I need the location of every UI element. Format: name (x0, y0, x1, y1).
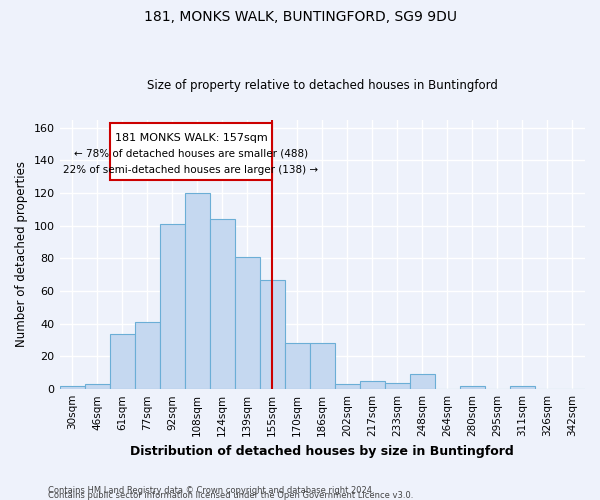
X-axis label: Distribution of detached houses by size in Buntingford: Distribution of detached houses by size … (130, 444, 514, 458)
Title: Size of property relative to detached houses in Buntingford: Size of property relative to detached ho… (147, 79, 498, 92)
Bar (385, 382, 410, 389)
Bar (160, 224, 185, 389)
Bar (285, 344, 310, 389)
Bar (460, 386, 485, 389)
FancyBboxPatch shape (110, 123, 272, 180)
Bar (134, 322, 160, 389)
Bar (310, 344, 335, 389)
Text: 181 MONKS WALK: 157sqm: 181 MONKS WALK: 157sqm (115, 132, 267, 142)
Text: Contains HM Land Registry data © Crown copyright and database right 2024.: Contains HM Land Registry data © Crown c… (48, 486, 374, 495)
Bar (335, 384, 360, 389)
Bar (110, 334, 134, 389)
Text: 181, MONKS WALK, BUNTINGFORD, SG9 9DU: 181, MONKS WALK, BUNTINGFORD, SG9 9DU (143, 10, 457, 24)
Y-axis label: Number of detached properties: Number of detached properties (15, 162, 28, 348)
Text: Contains public sector information licensed under the Open Government Licence v3: Contains public sector information licen… (48, 491, 413, 500)
Bar (260, 280, 285, 389)
Bar (85, 384, 110, 389)
Bar (360, 381, 385, 389)
Bar (235, 257, 260, 389)
Text: 22% of semi-detached houses are larger (138) →: 22% of semi-detached houses are larger (… (64, 165, 319, 175)
Bar (59, 386, 85, 389)
Bar (410, 374, 435, 389)
Text: ← 78% of detached houses are smaller (488): ← 78% of detached houses are smaller (48… (74, 149, 308, 159)
Bar (510, 386, 535, 389)
Bar (209, 219, 235, 389)
Bar (185, 193, 209, 389)
